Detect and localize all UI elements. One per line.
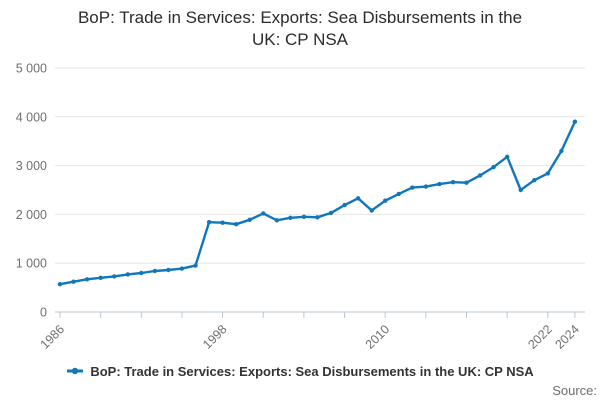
- source-label: Source:: [552, 383, 597, 398]
- x-axis-tick-label: 1986: [38, 322, 68, 352]
- legend-series-label: BoP: Trade in Services: Exports: Sea Dis…: [90, 363, 534, 379]
- data-point-marker[interactable]: [396, 191, 401, 197]
- data-point-marker[interactable]: [437, 181, 442, 187]
- y-axis-tick-label: 3 000: [16, 159, 47, 173]
- chart-title: BoP: Trade in Services: Exports: Sea Dis…: [0, 7, 600, 51]
- y-axis-tick-label: 5 000: [16, 62, 47, 76]
- data-point-marker[interactable]: [206, 220, 212, 225]
- chart-title-line1: BoP: Trade in Services: Exports: Sea Dis…: [77, 8, 523, 27]
- data-point-marker[interactable]: [71, 279, 76, 284]
- data-point-marker[interactable]: [84, 277, 90, 282]
- legend-line-marker-icon: [67, 367, 84, 375]
- data-point-marker[interactable]: [545, 171, 550, 176]
- series-line: [58, 120, 577, 286]
- data-point-marker[interactable]: [559, 148, 564, 154]
- data-point-marker[interactable]: [193, 263, 198, 268]
- data-point-marker[interactable]: [450, 180, 456, 185]
- data-point-marker[interactable]: [342, 202, 347, 208]
- data-point-marker[interactable]: [369, 208, 374, 213]
- data-point-marker[interactable]: [247, 217, 252, 222]
- data-point-marker[interactable]: [234, 222, 239, 227]
- data-point-marker[interactable]: [301, 214, 307, 219]
- data-point-marker[interactable]: [57, 282, 63, 287]
- data-point-marker[interactable]: [112, 274, 117, 279]
- data-point-marker[interactable]: [477, 173, 483, 178]
- data-point-marker[interactable]: [491, 164, 496, 170]
- data-point-marker[interactable]: [410, 185, 415, 190]
- data-point-marker[interactable]: [152, 268, 158, 274]
- data-point-marker[interactable]: [383, 198, 388, 203]
- y-axis-tick-label: 4 000: [16, 110, 47, 124]
- x-axis-tick-label: 2024: [552, 322, 582, 352]
- data-point-marker[interactable]: [423, 184, 429, 189]
- x-axis-tick-label: 2022: [525, 322, 555, 352]
- chart-title-line2: UK: CP NSA: [251, 30, 349, 49]
- x-axis-tick-label: 1998: [200, 322, 230, 352]
- data-point-marker[interactable]: [274, 218, 279, 223]
- data-point-marker[interactable]: [355, 196, 361, 201]
- y-axis-tick-label: 0: [40, 306, 47, 320]
- data-point-marker[interactable]: [288, 215, 293, 220]
- line-chart-plot-area: 0 1 000 2 000 3 000 4 000 5 000 1986 1998 2010 20…: [16, 62, 585, 352]
- data-point-marker[interactable]: [98, 275, 103, 280]
- data-point-marker[interactable]: [572, 119, 578, 124]
- data-point-marker[interactable]: [220, 220, 225, 225]
- data-point-marker[interactable]: [464, 180, 469, 185]
- data-point-marker[interactable]: [139, 270, 144, 276]
- data-point-marker[interactable]: [261, 211, 266, 216]
- legend-item[interactable]: BoP: Trade in Services: Exports: Sea Dis…: [0, 362, 600, 380]
- data-point-marker[interactable]: [125, 272, 130, 277]
- data-point-marker[interactable]: [532, 178, 537, 183]
- y-axis-tick-label: 2 000: [16, 208, 47, 222]
- data-point-marker[interactable]: [166, 267, 171, 273]
- data-point-marker[interactable]: [505, 154, 510, 159]
- data-point-marker[interactable]: [179, 266, 185, 271]
- data-point-marker[interactable]: [315, 215, 320, 220]
- data-point-marker[interactable]: [518, 187, 523, 193]
- x-axis-tick-label: 2010: [363, 322, 393, 352]
- y-axis-tick-label: 1 000: [16, 257, 47, 271]
- data-point-marker[interactable]: [328, 210, 334, 216]
